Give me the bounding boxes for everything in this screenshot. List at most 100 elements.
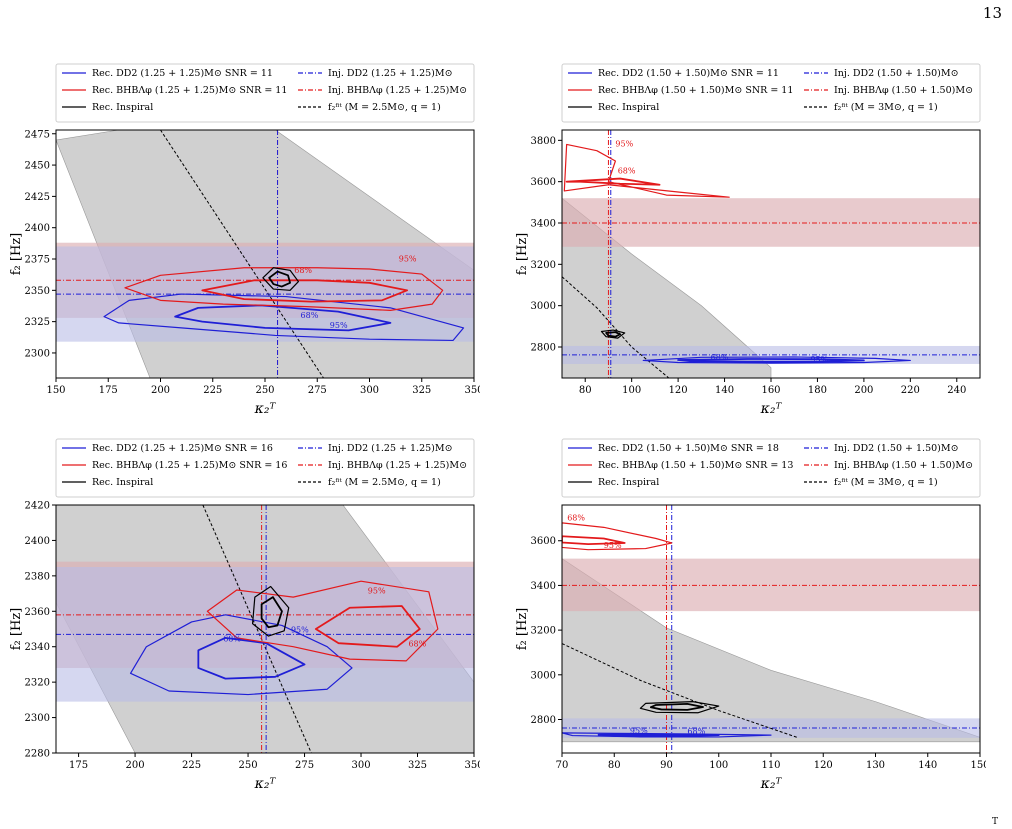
y-tick-label: 2800 xyxy=(531,715,556,726)
x-tick-label: 120 xyxy=(669,385,688,396)
legend-label: Inj. DD2 (1.50 + 1.50)M⊙ xyxy=(834,68,959,79)
x-tick-label: 300 xyxy=(351,760,370,771)
contour-label: 68% xyxy=(711,353,729,362)
contour-68 xyxy=(677,358,865,363)
plot-frame xyxy=(55,504,475,754)
contour-68 xyxy=(565,177,661,186)
x-axis-label: κ₂ᵀ xyxy=(254,401,277,417)
contour-95 xyxy=(124,267,444,311)
y-tick-label: 2360 xyxy=(25,607,50,618)
x-tick-label: 90 xyxy=(660,760,673,771)
x-tick-label: 325 xyxy=(408,760,427,771)
y-tick-label: 3600 xyxy=(531,536,556,547)
legend-label: Rec. Inspiral xyxy=(598,477,659,488)
y-tick-label: 2475 xyxy=(25,129,50,140)
y-tick-label: 3600 xyxy=(531,177,556,188)
legend-label: Rec. Inspiral xyxy=(92,102,153,113)
legend-label: Inj. DD2 (1.50 + 1.50)M⊙ xyxy=(834,443,959,454)
dd2-band xyxy=(56,246,474,342)
x-axis-label: κ₂ᵀ xyxy=(760,776,783,792)
fit-line xyxy=(202,505,312,753)
y-tick-label: 3800 xyxy=(531,136,556,147)
contour-68 xyxy=(197,636,306,680)
x-tick-label: 150 xyxy=(46,385,65,396)
contour-68 xyxy=(597,733,720,738)
contour-label: 68% xyxy=(294,266,312,275)
y-tick-label: 2425 xyxy=(25,192,50,203)
contour-95 xyxy=(642,356,911,364)
legend-label: Rec. BHBΛφ (1.50 + 1.50)M⊙ SNR = 13 xyxy=(598,460,793,471)
x-tick-label: 240 xyxy=(947,385,966,396)
bhb-band xyxy=(562,558,980,612)
contour-label: 68% xyxy=(223,634,241,643)
x-tick-label: 160 xyxy=(761,385,780,396)
contour-95 xyxy=(129,614,353,696)
dd2-band xyxy=(56,567,474,702)
y-tick-label: 2375 xyxy=(25,255,50,266)
x-tick-label: 110 xyxy=(761,760,780,771)
y-tick-label: 2325 xyxy=(25,317,50,328)
legend-box xyxy=(55,438,475,498)
x-tick-label: 200 xyxy=(151,385,170,396)
contour-label: 95% xyxy=(810,355,828,364)
contour-label: 95% xyxy=(330,321,348,330)
x-tick-label: 175 xyxy=(69,760,88,771)
contour-95 xyxy=(639,701,720,714)
footer-mark: T xyxy=(991,817,998,827)
contour-68 xyxy=(260,596,283,629)
contour-68 xyxy=(562,535,626,545)
contour-label: 95% xyxy=(630,726,648,735)
x-tick-label: 100 xyxy=(622,385,641,396)
plot-area: 95% 68% 68% 95% xyxy=(56,130,474,378)
y-tick-label: 2300 xyxy=(25,713,50,724)
bhb-band xyxy=(562,198,980,247)
legend-label: Inj. BHBΛφ (1.50 + 1.50)M⊙ xyxy=(834,85,973,96)
y-tick-label: 2350 xyxy=(25,286,50,297)
contour-95 xyxy=(562,522,673,551)
legend-label: Rec. BHBΛφ (1.50 + 1.50)M⊙ SNR = 11 xyxy=(598,85,793,96)
contour-95 xyxy=(262,267,300,291)
legend-label: Inj. BHBΛφ (1.25 + 1.25)M⊙ xyxy=(328,85,467,96)
y-axis-label: f₂ [Hz] xyxy=(9,233,24,276)
legend-label: Rec. Inspiral xyxy=(92,477,153,488)
x-tick-label: 140 xyxy=(918,760,937,771)
x-tick-label: 225 xyxy=(203,385,222,396)
contour-label: 95% xyxy=(368,587,386,596)
legend-label: Inj. BHBΛφ (1.25 + 1.25)M⊙ xyxy=(328,460,467,471)
x-tick-label: 130 xyxy=(866,760,885,771)
contour-label: 68% xyxy=(687,727,705,736)
fit-line xyxy=(562,276,670,378)
y-tick-label: 2400 xyxy=(25,536,50,547)
x-tick-label: 80 xyxy=(579,385,592,396)
x-tick-label: 140 xyxy=(715,385,734,396)
plot-area: 95% 68% 68% 95% xyxy=(562,130,980,378)
y-axis-label: f₂ [Hz] xyxy=(515,233,530,276)
legend-label: Rec. DD2 (1.50 + 1.50)M⊙ SNR = 11 xyxy=(598,68,779,79)
contour-label: 95% xyxy=(399,255,417,264)
x-tick-label: 200 xyxy=(126,760,145,771)
x-tick-label: 350 xyxy=(464,760,480,771)
y-tick-label: 2420 xyxy=(25,501,50,512)
y-tick-label: 2400 xyxy=(25,223,50,234)
x-tick-label: 250 xyxy=(255,385,274,396)
chart-panel-top-left: Rec. DD2 (1.25 + 1.25)M⊙ SNR = 11 Inj. DD… xyxy=(9,63,480,417)
legend-box xyxy=(55,63,475,123)
contour-68 xyxy=(605,331,621,338)
y-tick-label: 2280 xyxy=(25,749,50,760)
legend-label: Inj. DD2 (1.25 + 1.25)M⊙ xyxy=(328,443,453,454)
x-tick-label: 350 xyxy=(464,385,480,396)
x-tick-label: 300 xyxy=(360,385,379,396)
x-axis-label: κ₂ᵀ xyxy=(254,776,277,792)
plot-area: 95% 68% 68% 95% xyxy=(56,505,474,753)
y-tick-label: 3400 xyxy=(531,581,556,592)
y-tick-label: 3000 xyxy=(531,301,556,312)
contour-95 xyxy=(206,580,439,662)
legend-label: f₂ᶠⁱᵗ (M = 3M⊙, q = 1) xyxy=(834,477,938,488)
contour-68 xyxy=(201,279,409,303)
x-tick-label: 225 xyxy=(182,760,201,771)
contour-label: 68% xyxy=(567,514,585,523)
y-tick-label: 3200 xyxy=(531,260,556,271)
y-tick-label: 3000 xyxy=(531,670,556,681)
legend-label: Rec. DD2 (1.25 + 1.25)M⊙ SNR = 11 xyxy=(92,68,273,79)
contour-68 xyxy=(649,702,704,711)
